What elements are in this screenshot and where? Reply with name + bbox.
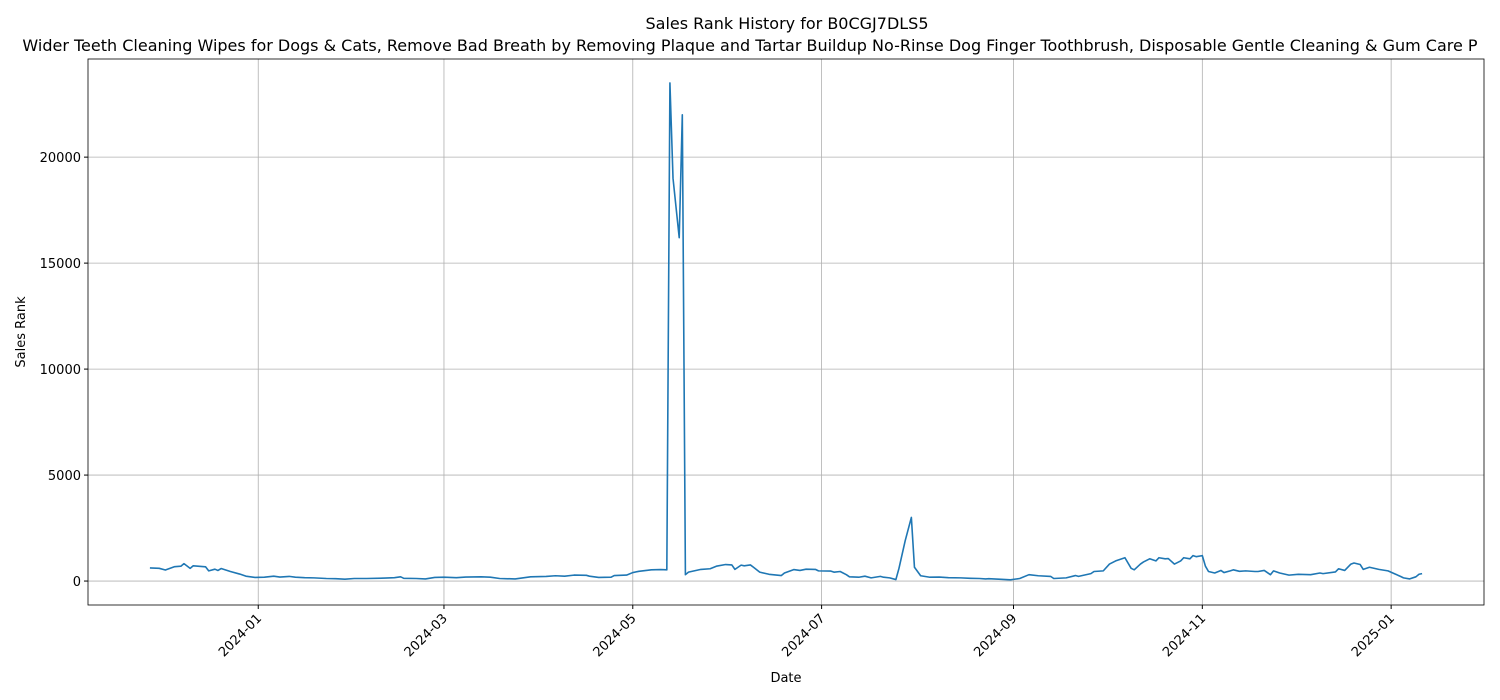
y-tick-label: 0 — [73, 575, 81, 590]
y-tick-label: 10000 — [40, 363, 81, 378]
y-tick-label: 5000 — [48, 469, 81, 484]
plot-frame — [87, 58, 1485, 606]
y-axis-label: Sales Rank — [14, 296, 29, 368]
chart-title: Sales Rank History for B0CGJ7DLS5 — [645, 14, 928, 33]
y-tick-label: 20000 — [40, 151, 81, 166]
x-axis-label: Date — [770, 671, 801, 686]
y-tick-label: 15000 — [40, 257, 81, 272]
chart-subtitle: Wider Teeth Cleaning Wipes for Dogs & Ca… — [22, 36, 1478, 55]
data-line — [149, 82, 1423, 581]
